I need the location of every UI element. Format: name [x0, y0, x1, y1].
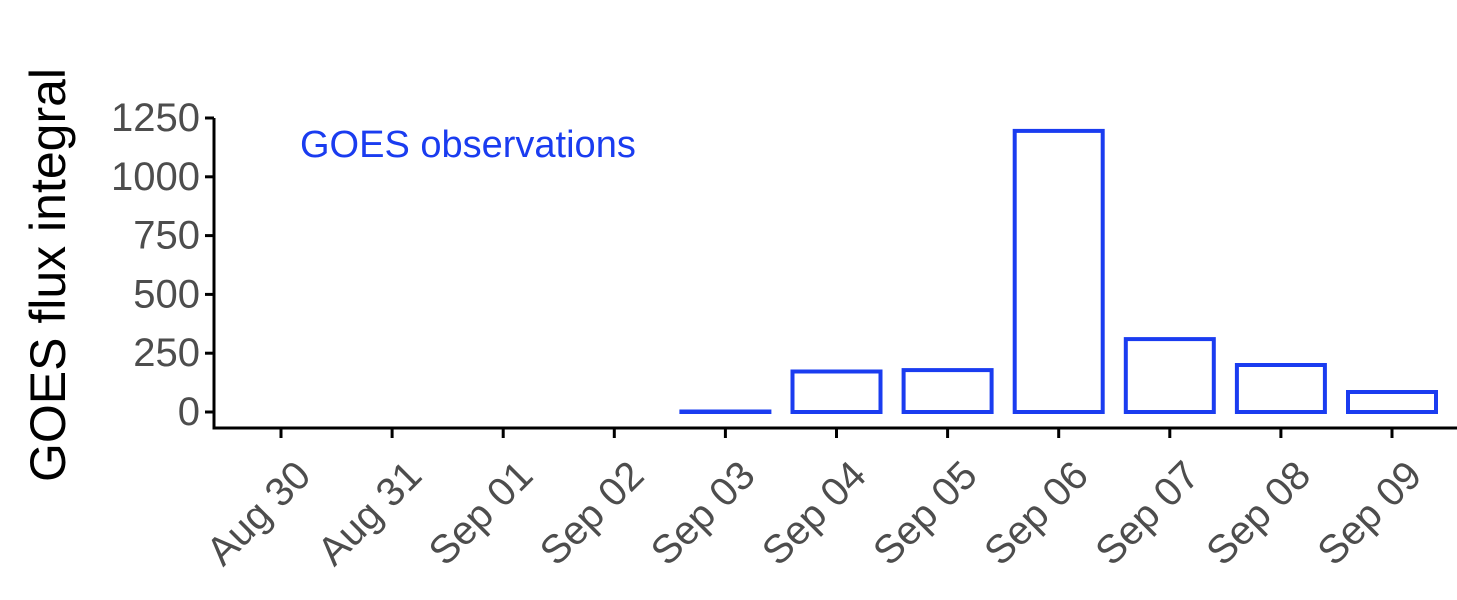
- y-tick-label: 0: [178, 390, 200, 434]
- y-axis: 0 250 500 750 1000 1250: [111, 96, 216, 434]
- y-axis-title-group: GOES flux integral: [20, 68, 76, 482]
- x-tick-label: Aug 30: [198, 453, 319, 574]
- x-tick-label: Aug 31: [310, 453, 431, 574]
- bars-group: [679, 128, 1438, 415]
- x-tick-label: Sep 01: [421, 453, 542, 574]
- x-tick-label: Sep 05: [865, 453, 986, 574]
- y-tick-label: 500: [133, 272, 200, 316]
- bar-sep-04: [790, 369, 883, 414]
- chart-annotation: GOES observations: [300, 124, 636, 166]
- x-tick-label: Sep 09: [1309, 453, 1430, 574]
- bar-sep-08: [1234, 363, 1327, 414]
- y-tick-label: 1250: [111, 96, 200, 140]
- y-axis-label: GOES flux integral: [20, 68, 76, 482]
- y-tick-label: 1000: [111, 155, 200, 199]
- y-tick-label: 750: [133, 214, 200, 258]
- bar-sep-07: [1123, 337, 1216, 415]
- x-tick-label: Sep 04: [754, 453, 875, 574]
- bar-sep-09: [1346, 390, 1438, 414]
- y-tick-label: 250: [133, 331, 200, 375]
- bar-sep-06: [1012, 128, 1105, 414]
- x-tick-label: Sep 03: [643, 453, 764, 574]
- x-tick-label: Sep 08: [1198, 453, 1319, 574]
- x-tick-label: Sep 02: [532, 453, 653, 574]
- x-tick-label: Sep 06: [976, 453, 1097, 574]
- x-tick-label: Sep 07: [1087, 453, 1208, 574]
- bar-sep-03: [679, 409, 772, 414]
- bar-sep-05: [901, 368, 994, 415]
